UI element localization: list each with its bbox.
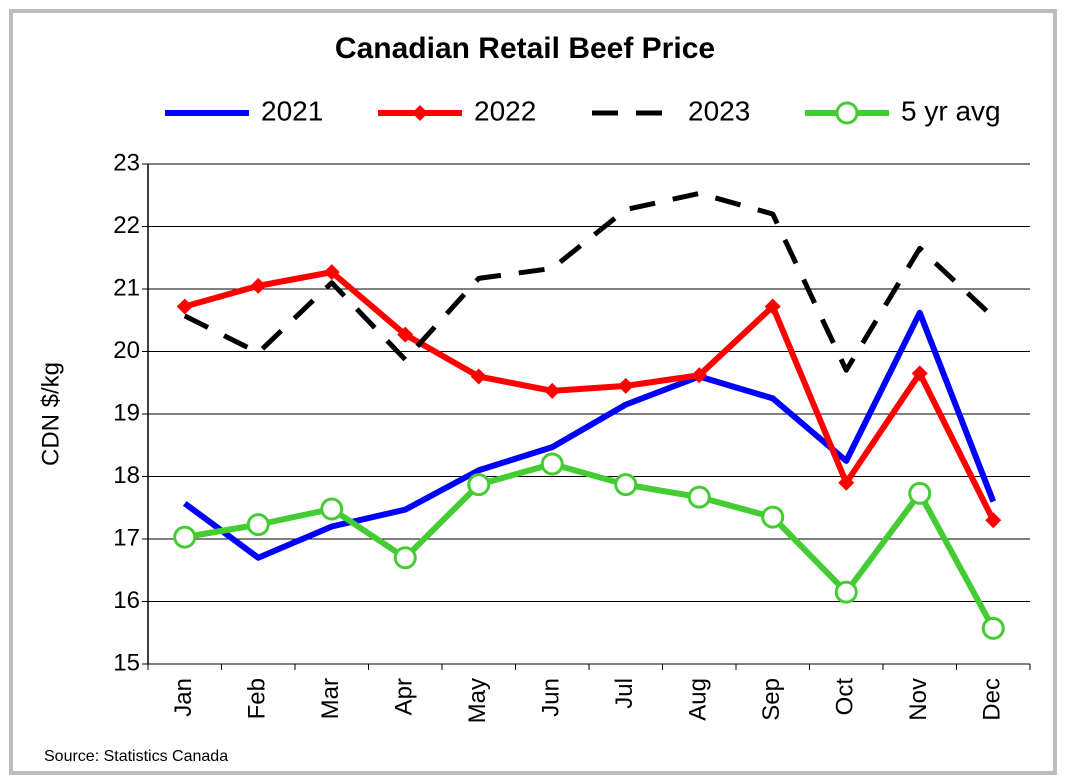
y-tick-label: 21: [113, 274, 140, 301]
data-point: [764, 298, 781, 315]
legend-marker: [412, 105, 428, 121]
series-line: [183, 269, 996, 522]
x-tick-label: Dec: [979, 678, 1006, 721]
x-tick-label: Nov: [905, 678, 932, 721]
y-tick-label: 22: [113, 212, 140, 239]
y-tick-label: 16: [113, 587, 140, 614]
data-point: [617, 377, 634, 394]
data-point: [544, 382, 561, 399]
y-tick-label: 23: [113, 149, 140, 176]
data-point: [834, 580, 858, 604]
chart-title: Canadian Retail Beef Price: [335, 32, 715, 65]
series-line: [184, 461, 996, 630]
data-point: [173, 525, 197, 549]
data-point: [320, 497, 344, 521]
data-point: [397, 326, 414, 343]
data-point: [614, 473, 638, 497]
data-point: [981, 616, 1005, 640]
y-tick-label: 15: [113, 649, 140, 676]
x-tick-label: Oct: [832, 678, 859, 716]
data-point: [467, 473, 491, 497]
y-tick-label: 18: [113, 462, 140, 489]
legend-marker: [835, 101, 859, 125]
data-point: [176, 298, 193, 315]
y-tick-label: 19: [113, 399, 140, 426]
legend-label: 2021: [261, 95, 323, 126]
series-line: [182, 309, 997, 561]
x-tick-label: Aug: [685, 678, 712, 721]
data-point: [838, 474, 855, 491]
data-point: [250, 277, 267, 294]
source-note: Source: Statistics Canada: [44, 748, 228, 765]
y-tick-label: 17: [113, 524, 140, 551]
y-axis-label: CDN $/kg: [37, 362, 64, 466]
x-tick-label: Jul: [611, 678, 638, 709]
data-point: [246, 513, 270, 537]
x-tick-label: May: [464, 678, 491, 723]
data-point: [985, 512, 1002, 529]
x-tick-label: Mar: [317, 678, 344, 719]
x-tick-label: Feb: [244, 678, 271, 719]
data-point: [911, 365, 928, 382]
legend-label: 2022: [474, 95, 536, 126]
legend-label: 5 yr avg: [901, 95, 1001, 126]
data-point: [908, 481, 932, 505]
data-point: [470, 368, 487, 385]
data-point: [323, 264, 340, 281]
data-point: [687, 485, 711, 509]
x-tick-label: Apr: [391, 678, 418, 715]
legend-label: 2023: [688, 95, 750, 126]
x-tick-label: Jan: [170, 678, 197, 717]
x-tick-label: Sep: [758, 678, 785, 721]
x-tick-label: Jun: [538, 678, 565, 717]
data-point: [691, 367, 708, 384]
data-point: [540, 452, 564, 476]
data-point: [761, 505, 785, 529]
data-point: [393, 546, 417, 570]
y-tick-label: 20: [113, 337, 140, 364]
